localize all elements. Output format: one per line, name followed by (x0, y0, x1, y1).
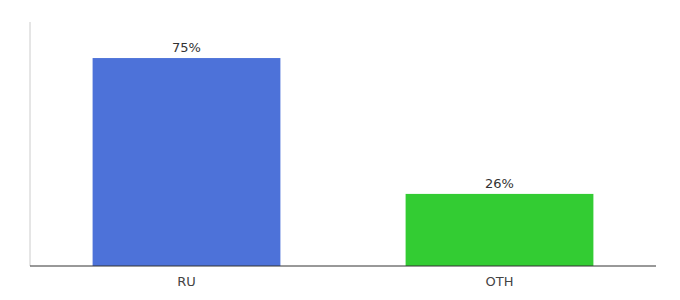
x-axis-line (30, 266, 656, 267)
data-label: 75% (172, 40, 201, 55)
chart-svg: RU OTH 75% 26% (0, 0, 680, 300)
chart-container: RU OTH 75% 26% (0, 0, 680, 300)
bar (406, 194, 594, 266)
data-label: 26% (485, 176, 514, 191)
bars (93, 58, 594, 266)
x-tick-label: RU (177, 274, 196, 289)
bar (93, 58, 281, 266)
x-tick-label: OTH (486, 274, 514, 289)
y-axis-line (30, 22, 31, 266)
